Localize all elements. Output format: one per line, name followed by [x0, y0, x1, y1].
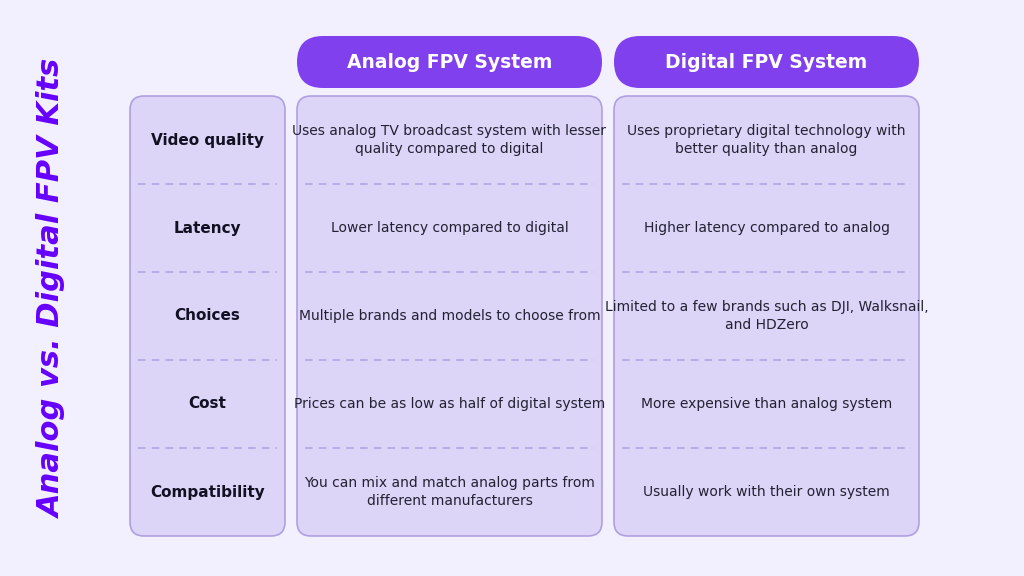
Text: Video quality: Video quality [151, 132, 264, 147]
Text: Analog vs. Digital FPV Kits: Analog vs. Digital FPV Kits [38, 58, 67, 518]
Text: Digital FPV System: Digital FPV System [666, 52, 867, 71]
Text: Limited to a few brands such as DJI, Walksnail,
and HDZero: Limited to a few brands such as DJI, Wal… [605, 300, 929, 332]
Text: More expensive than analog system: More expensive than analog system [641, 397, 892, 411]
Text: Latency: Latency [174, 221, 242, 236]
Text: Multiple brands and models to choose from: Multiple brands and models to choose fro… [299, 309, 600, 323]
FancyBboxPatch shape [297, 96, 602, 536]
Text: Uses analog TV broadcast system with lesser
quality compared to digital: Uses analog TV broadcast system with les… [293, 123, 606, 157]
Text: Compatibility: Compatibility [151, 484, 265, 499]
FancyBboxPatch shape [614, 96, 919, 536]
Text: Usually work with their own system: Usually work with their own system [643, 485, 890, 499]
FancyBboxPatch shape [614, 36, 919, 88]
Text: Lower latency compared to digital: Lower latency compared to digital [331, 221, 568, 235]
Text: Prices can be as low as half of digital system: Prices can be as low as half of digital … [294, 397, 605, 411]
Text: Cost: Cost [188, 396, 226, 411]
Text: You can mix and match analog parts from
different manufacturers: You can mix and match analog parts from … [304, 476, 595, 509]
Text: Analog FPV System: Analog FPV System [347, 52, 552, 71]
Text: Choices: Choices [174, 309, 241, 324]
Text: Higher latency compared to analog: Higher latency compared to analog [643, 221, 890, 235]
FancyBboxPatch shape [297, 36, 602, 88]
Text: Uses proprietary digital technology with
better quality than analog: Uses proprietary digital technology with… [628, 123, 906, 157]
FancyBboxPatch shape [130, 96, 285, 536]
